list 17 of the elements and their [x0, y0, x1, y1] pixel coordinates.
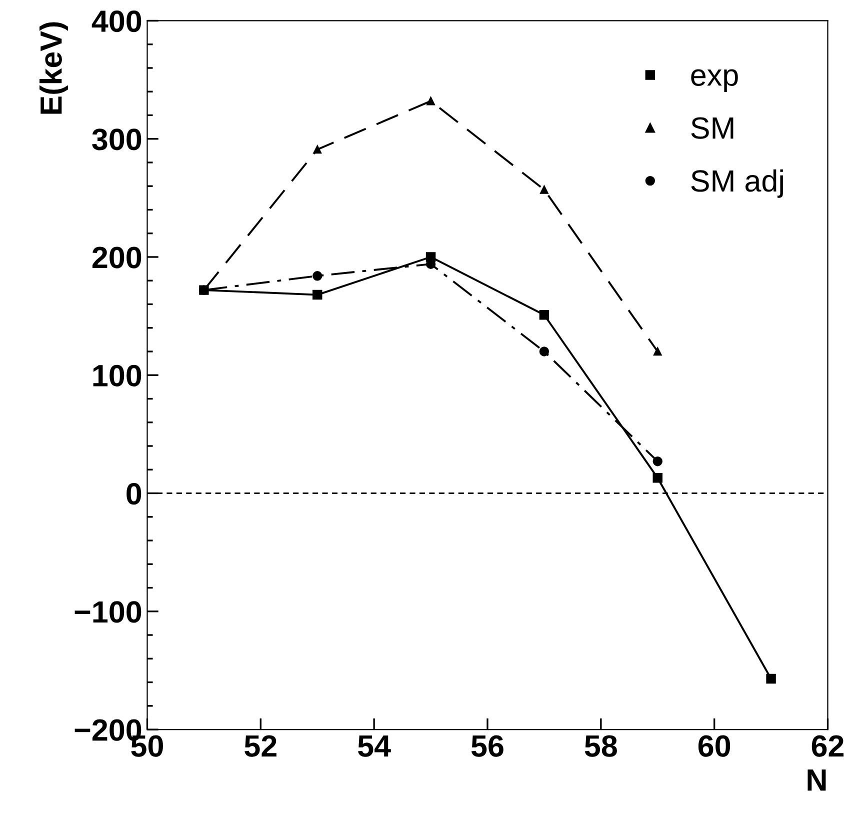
- y-tick-label: 0: [126, 482, 142, 505]
- legend-label: exp: [691, 69, 738, 92]
- legend-label: SM: [691, 117, 734, 139]
- x-tick-label: 62: [812, 735, 844, 757]
- x-axis-title: N: [808, 770, 826, 791]
- y-tick-label: −100: [74, 601, 142, 623]
- x-tick-label: 54: [358, 736, 391, 757]
- y-axis-title: E(keV): [40, 22, 68, 114]
- x-tick-label: 60: [698, 735, 730, 757]
- x-tick-label: 58: [584, 735, 617, 757]
- legend-label: SM adj: [691, 169, 783, 198]
- x-tick-label: 56: [471, 735, 504, 757]
- y-tick-label: 300: [92, 128, 142, 150]
- y-tick-label: 100: [93, 364, 142, 386]
- y-tick-label: 400: [92, 10, 142, 32]
- y-tick-label: 200: [92, 246, 142, 268]
- x-tick-label: 52: [244, 735, 276, 757]
